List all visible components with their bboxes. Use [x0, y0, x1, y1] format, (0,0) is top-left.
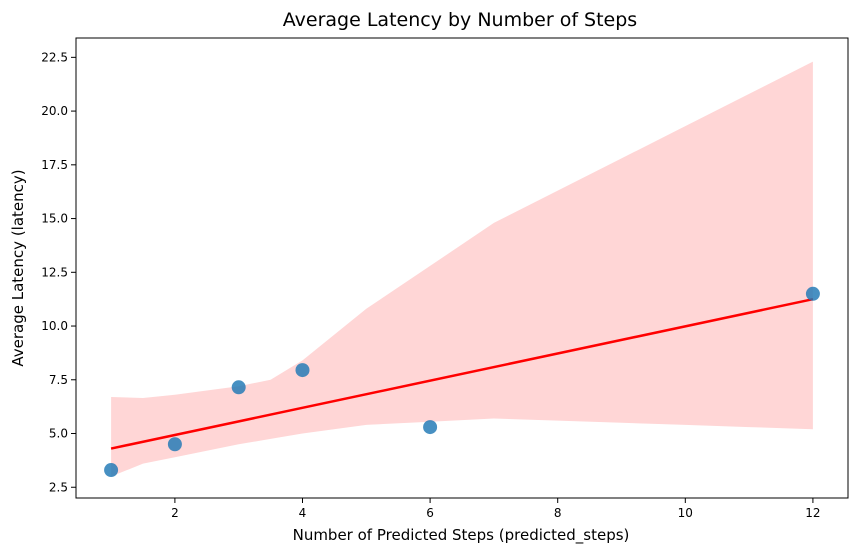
x-tick-label: 12	[805, 506, 820, 520]
chart-title: Average Latency by Number of Steps	[283, 9, 637, 31]
x-tick-label: 4	[299, 506, 307, 520]
y-tick-label: 2.5	[49, 480, 68, 494]
scatter-point	[423, 420, 438, 435]
y-tick-label: 5.0	[49, 427, 68, 441]
scatter-points-layer	[104, 286, 820, 478]
regression-line	[110, 297, 814, 450]
confidence-band-layer	[111, 61, 813, 477]
x-tick-label: 6	[426, 506, 434, 520]
regression-line-layer	[110, 297, 814, 450]
scatter-point	[167, 437, 182, 452]
y-tick-label: 17.5	[41, 158, 68, 172]
x-tick-label: 10	[678, 506, 693, 520]
scatter-point	[231, 380, 246, 395]
confidence-band	[111, 61, 813, 477]
y-tick-label: 15.0	[41, 212, 68, 226]
y-tick-label: 12.5	[41, 265, 68, 279]
x-axis-ticks: 2 4 6 8 10 12	[171, 498, 821, 520]
scatter-point	[104, 463, 119, 478]
x-tick-label: 8	[554, 506, 562, 520]
y-axis-label: Average Latency (latency)	[9, 169, 27, 366]
scatter-point	[805, 286, 820, 301]
y-axis-ticks: 2.5 5.0 7.5 10.0 12.5 15.0 17.5 20.0 22.5	[41, 50, 76, 494]
y-tick-label: 20.0	[41, 104, 68, 118]
y-tick-label: 10.0	[41, 319, 68, 333]
scatter-point	[295, 363, 310, 378]
y-tick-label: 22.5	[41, 50, 68, 64]
y-tick-label: 7.5	[49, 373, 68, 387]
x-tick-label: 2	[171, 506, 179, 520]
x-axis-label: Number of Predicted Steps (predicted_ste…	[293, 526, 630, 545]
plot-frame	[75, 37, 849, 499]
